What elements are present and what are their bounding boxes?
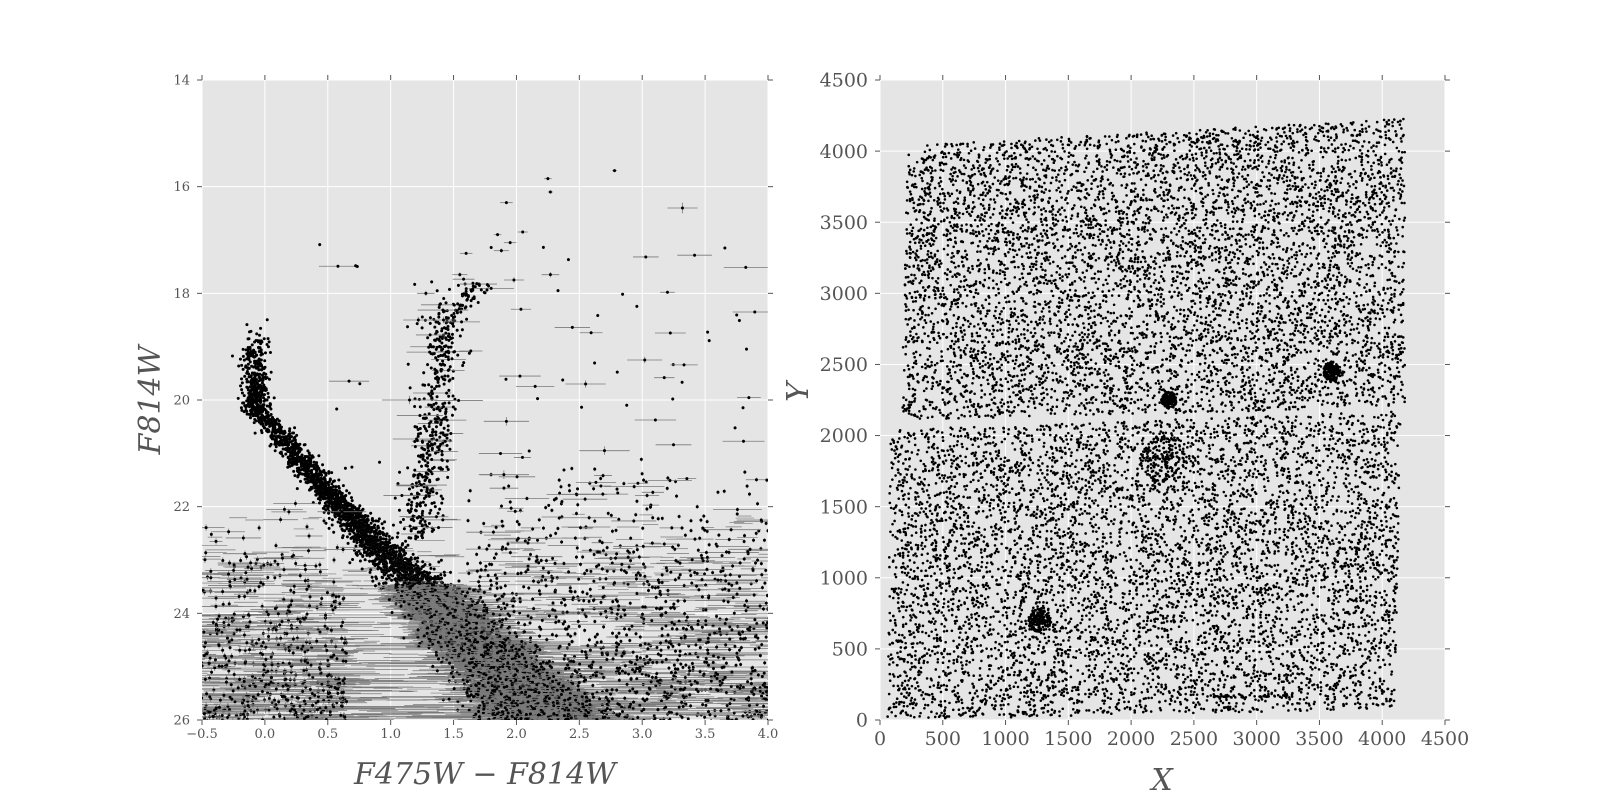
cmd-point [524, 720, 527, 723]
cmd-point [303, 443, 306, 446]
cmd-point [242, 368, 245, 371]
cmd-point [523, 720, 526, 723]
cmd-point [588, 722, 591, 725]
cmd-point [348, 492, 351, 495]
cmd-point [601, 703, 604, 706]
cmd-point [354, 545, 357, 548]
cmd-point [385, 577, 388, 580]
cmd-point [382, 527, 385, 530]
cmd-point [383, 520, 386, 523]
cmd-point [557, 724, 560, 727]
cmd-point [273, 396, 276, 399]
cmd-point [370, 522, 373, 525]
cmd-point [332, 531, 335, 534]
cmd-point [526, 720, 529, 723]
cmd-point [601, 691, 604, 694]
cmd-point [421, 560, 424, 563]
cmd-point [299, 480, 302, 483]
cmd-point [284, 453, 287, 456]
cmd-point [337, 521, 340, 524]
cmd-point [552, 720, 555, 723]
cmd-point [537, 724, 540, 727]
cmd-point [498, 722, 501, 725]
cmd-point [343, 529, 346, 532]
cmd-point [243, 375, 246, 378]
cmd-point [573, 720, 576, 723]
cmd-point [546, 726, 549, 729]
cmd-point [580, 723, 583, 726]
cmd-point [246, 413, 249, 416]
cmd-point [240, 406, 243, 409]
cmd-point [631, 718, 634, 721]
cmd-point [301, 453, 304, 456]
cmd-point [520, 722, 523, 725]
cmd-point [402, 549, 405, 552]
cmd-point [564, 724, 567, 727]
cmd-point [587, 723, 590, 726]
cmd-point [404, 546, 407, 549]
cmd-panel: −0.5 0.0 0.5 1.0 1.5 2.0 2.5 3.0 3.5 4.0141618202… [133, 74, 835, 792]
cmd-point [452, 675, 455, 678]
cmd-point [533, 721, 536, 724]
cmd-point [340, 528, 343, 531]
cmd-point [540, 721, 543, 724]
cmd-point [327, 512, 330, 515]
cmd-point [242, 355, 245, 358]
cmd-point [293, 474, 296, 477]
cmd-point [330, 471, 333, 474]
cmd-point [448, 698, 451, 701]
cmd-point [445, 658, 448, 661]
cmd-point [329, 478, 332, 481]
cmd-point [237, 397, 240, 400]
cmd-point [559, 723, 562, 726]
cmd-point [428, 563, 431, 566]
cmd-point [436, 669, 439, 672]
cmd-point [328, 517, 331, 520]
cmd-point [569, 722, 572, 725]
cmd-point [318, 502, 321, 505]
cmd-point [298, 443, 301, 446]
cmd-point [240, 388, 243, 391]
cmd-point [560, 722, 563, 725]
cmd-point [323, 511, 326, 514]
cmd-point [482, 720, 485, 723]
cmd-point [507, 722, 510, 725]
cmd-point [404, 540, 407, 543]
cmd-point [555, 723, 558, 726]
cmd-point [537, 721, 540, 724]
cmd-point [240, 364, 243, 367]
cmd-point [566, 721, 569, 724]
cmd-point [536, 721, 539, 724]
